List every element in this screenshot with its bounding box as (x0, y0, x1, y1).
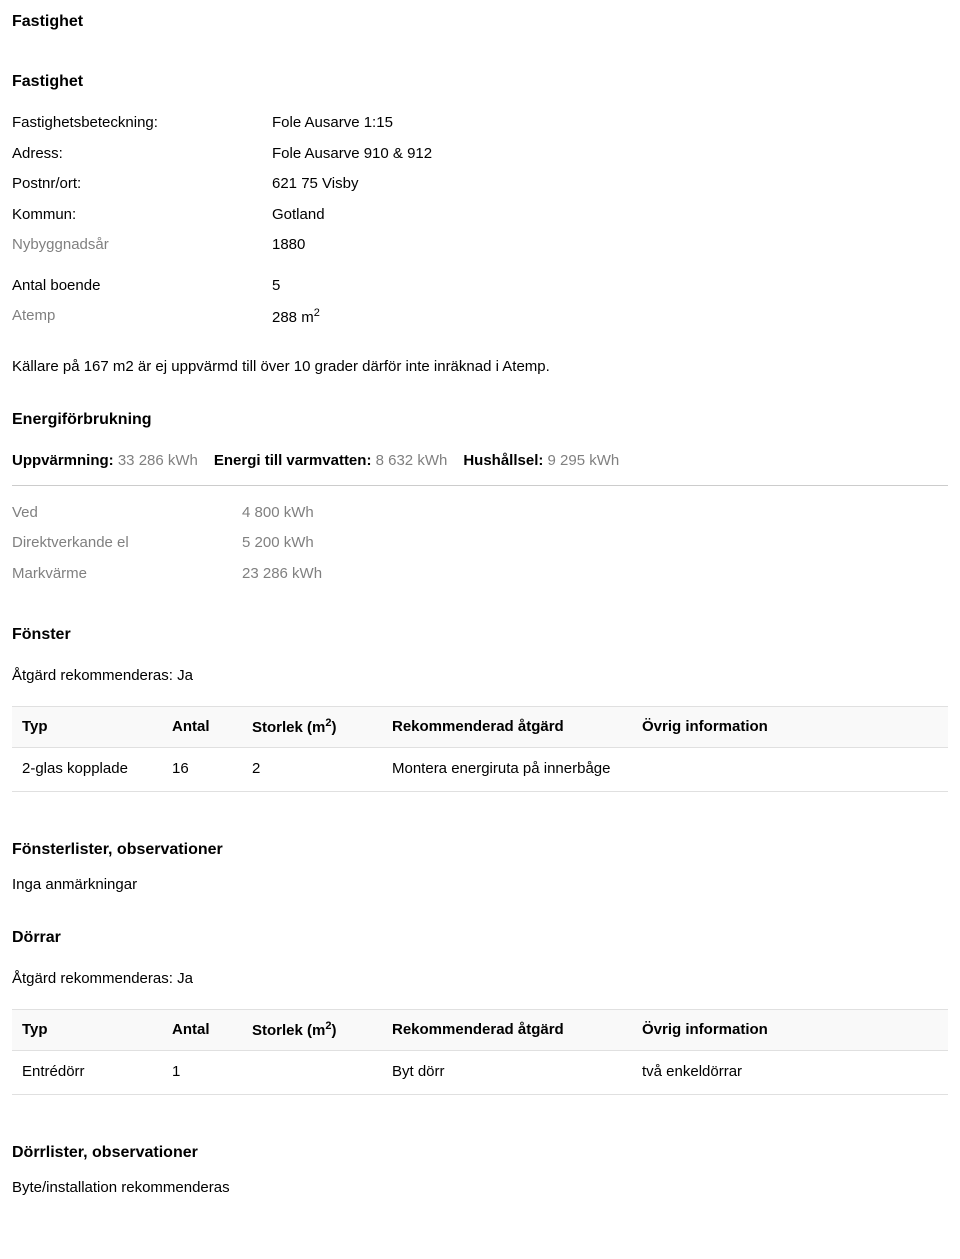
table-header-row: Typ Antal Storlek (m2) Rekommenderad åtg… (12, 1009, 948, 1051)
td-rekommenderad: Montera energiruta på innerbåge (382, 748, 632, 792)
source-value: 4 800 kWh (242, 502, 314, 525)
uppvarmning-label: Uppvärmning: (12, 452, 114, 469)
atemp-value-text: 288 m (272, 309, 314, 326)
kv-row: Fastighetsbeteckning: Fole Ausarve 1:15 (12, 112, 948, 135)
th-storlek: Storlek (m2) (242, 706, 382, 748)
source-label: Ved (12, 502, 242, 525)
kv-row: Kommun: Gotland (12, 204, 948, 227)
dorrlister-note: Byte/installation rekommenderas (12, 1177, 948, 1200)
section-fastighet-heading: Fastighet (12, 70, 948, 94)
source-label: Markvärme (12, 563, 242, 586)
hushallsel-value: 9 295 kWh (548, 452, 620, 469)
label-beteckning: Fastighetsbeteckning: (12, 112, 272, 135)
td-typ: 2-glas kopplade (12, 748, 162, 792)
value-adress: Fole Ausarve 910 & 912 (272, 143, 948, 166)
source-label: Direktverkande el (12, 532, 242, 555)
source-row: Markvärme 23 286 kWh (12, 563, 948, 586)
td-rekommenderad: Byt dörr (382, 1051, 632, 1095)
section-dorrar-heading: Dörrar (12, 926, 948, 950)
uppvarmning-value: 33 286 kWh (118, 452, 198, 469)
value-atemp: 288 m2 (272, 305, 948, 330)
energy-sources-table: Ved 4 800 kWh Direktverkande el 5 200 kW… (12, 502, 948, 586)
label-atemp: Atemp (12, 305, 272, 330)
th-typ: Typ (12, 1009, 162, 1051)
label-boende: Antal boende (12, 275, 272, 298)
kv-row: Atemp 288 m2 (12, 305, 948, 330)
td-antal: 16 (162, 748, 242, 792)
section-energi-heading: Energiförbrukning (12, 408, 948, 432)
table-row: 2-glas kopplade 16 2 Montera energiruta … (12, 748, 948, 792)
storlek-prefix: Storlek (m (252, 1022, 325, 1039)
label-kommun: Kommun: (12, 204, 272, 227)
source-row: Ved 4 800 kWh (12, 502, 948, 525)
th-typ: Typ (12, 706, 162, 748)
value-kommun: Gotland (272, 204, 948, 227)
energy-hushallsel: Hushållsel: 9 295 kWh (463, 450, 619, 473)
label-postnr: Postnr/ort: (12, 173, 272, 196)
label-nybyggnadsar: Nybyggnadsår (12, 234, 272, 257)
varmvatten-label: Energi till varmvatten: (214, 452, 372, 469)
varmvatten-value: 8 632 kWh (376, 452, 448, 469)
storlek-suffix: ) (331, 1022, 336, 1039)
td-storlek (242, 1051, 382, 1095)
th-antal: Antal (162, 1009, 242, 1051)
atemp-sup: 2 (314, 307, 320, 319)
value-nybyggnadsar: 1880 (272, 234, 948, 257)
fonster-table: Typ Antal Storlek (m2) Rekommenderad åtg… (12, 706, 948, 792)
section-fonster-heading: Fönster (12, 623, 948, 647)
th-antal: Antal (162, 706, 242, 748)
td-storlek: 2 (242, 748, 382, 792)
source-row: Direktverkande el 5 200 kWh (12, 532, 948, 555)
value-beteckning: Fole Ausarve 1:15 (272, 112, 948, 135)
value-boende: 5 (272, 275, 948, 298)
table-header-row: Typ Antal Storlek (m2) Rekommenderad åtg… (12, 706, 948, 748)
td-typ: Entrédörr (12, 1051, 162, 1095)
source-value: 23 286 kWh (242, 563, 322, 586)
th-rekommenderad: Rekommenderad åtgärd (382, 706, 632, 748)
td-ovrig (632, 748, 948, 792)
page-title: Fastighet (12, 10, 948, 34)
dorrar-table: Typ Antal Storlek (m2) Rekommenderad åtg… (12, 1009, 948, 1095)
property-info-table: Fastighetsbeteckning: Fole Ausarve 1:15 … (12, 112, 948, 330)
dorrar-recommend: Åtgärd rekommenderas: Ja (12, 968, 948, 991)
table-row: Entrédörr 1 Byt dörr två enkeldörrar (12, 1051, 948, 1095)
energy-uppvarmning: Uppvärmning: 33 286 kWh (12, 450, 198, 473)
kv-row: Nybyggnadsår 1880 (12, 234, 948, 257)
section-dorrlister-heading: Dörrlister, observationer (12, 1141, 948, 1165)
storlek-suffix: ) (331, 719, 336, 736)
kv-row: Adress: Fole Ausarve 910 & 912 (12, 143, 948, 166)
value-postnr: 621 75 Visby (272, 173, 948, 196)
fonsterlister-note: Inga anmärkningar (12, 874, 948, 897)
energy-summary: Uppvärmning: 33 286 kWh Energi till varm… (12, 450, 948, 486)
th-rekommenderad: Rekommenderad åtgärd (382, 1009, 632, 1051)
th-ovrig: Övrig information (632, 706, 948, 748)
section-fonsterlister-heading: Fönsterlister, observationer (12, 838, 948, 862)
basement-note: Källare på 167 m2 är ej uppvärmd till öv… (12, 356, 948, 379)
kv-row: Postnr/ort: 621 75 Visby (12, 173, 948, 196)
th-storlek: Storlek (m2) (242, 1009, 382, 1051)
td-ovrig: två enkeldörrar (632, 1051, 948, 1095)
td-antal: 1 (162, 1051, 242, 1095)
th-ovrig: Övrig information (632, 1009, 948, 1051)
energy-varmvatten: Energi till varmvatten: 8 632 kWh (214, 450, 447, 473)
label-adress: Adress: (12, 143, 272, 166)
storlek-prefix: Storlek (m (252, 719, 325, 736)
hushallsel-label: Hushållsel: (463, 452, 543, 469)
fonster-recommend: Åtgärd rekommenderas: Ja (12, 665, 948, 688)
source-value: 5 200 kWh (242, 532, 314, 555)
kv-row: Antal boende 5 (12, 275, 948, 298)
